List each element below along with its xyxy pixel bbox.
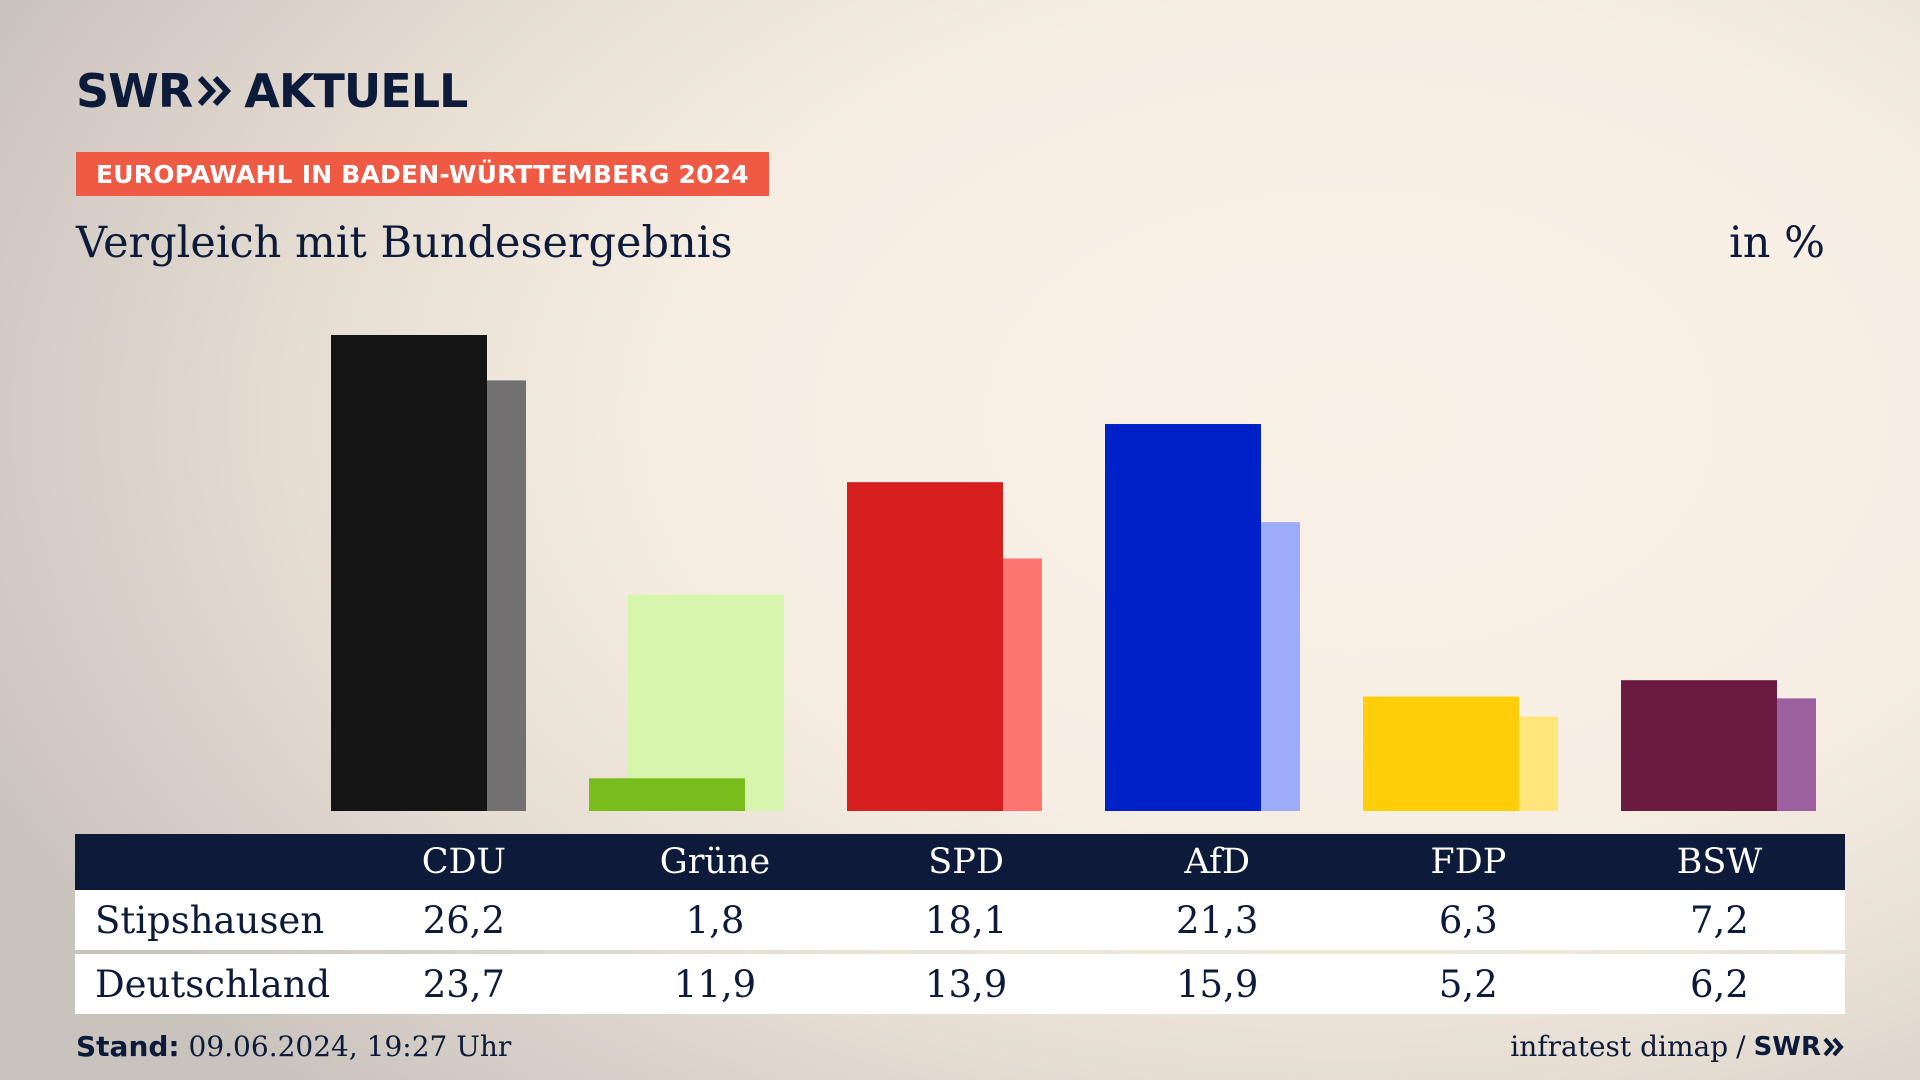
table-cell: 6,2 xyxy=(1690,962,1749,1006)
bar-stipshausen-grüne xyxy=(589,778,745,811)
table-cell: 5,2 xyxy=(1438,962,1498,1006)
stand-value: 09.06.2024, 19:27 Uhr xyxy=(188,1030,512,1063)
bar-stipshausen-afd xyxy=(1105,424,1261,811)
logo-title-text: AKTUELL xyxy=(244,64,468,118)
mini-chevron-icon xyxy=(1823,1037,1844,1056)
table-cell: 6,3 xyxy=(1438,898,1498,942)
table-row-stipshausen: Stipshausen 26,2 1,8 18,1 21,3 6,3 7,2 xyxy=(75,890,1845,950)
chart-subtitle: Vergleich mit Bundesergebnis xyxy=(76,218,733,268)
table-cell: 1,8 xyxy=(685,898,745,942)
mini-logo-text: SWR xyxy=(1753,1031,1821,1062)
source-text: infratest dimap xyxy=(1510,1030,1729,1063)
table-header: CDU Grüne SPD AfD FDP BSW xyxy=(75,834,1845,890)
bar-deutschland-grüne xyxy=(628,594,784,811)
table-cell: 18,1 xyxy=(924,898,1008,942)
header-fdp: FDP xyxy=(1430,842,1507,882)
table-row-deutschland: Deutschland 23,7 11,9 13,9 15,9 5,2 6,2 xyxy=(75,954,1845,1014)
table-cell: 15,9 xyxy=(1176,962,1259,1006)
swr-aktuell-logo: SWR AKTUELL xyxy=(76,64,468,118)
table-cell: 7,2 xyxy=(1690,898,1749,942)
logo-swr-text: SWR xyxy=(76,64,193,118)
header-bsw: BSW xyxy=(1676,842,1763,882)
bar-stipshausen-cdu xyxy=(331,335,487,811)
bar-stipshausen-bsw xyxy=(1621,680,1777,811)
table-cell: 23,7 xyxy=(422,962,506,1006)
footer-timestamp: Stand: 09.06.2024, 19:27 Uhr xyxy=(76,1030,511,1063)
row-label: Deutschland xyxy=(95,962,331,1006)
row-label: Stipshausen xyxy=(95,898,325,942)
bar-stipshausen-spd xyxy=(847,482,1003,811)
table-cell: 26,2 xyxy=(422,898,506,942)
table-cell: 21,3 xyxy=(1176,898,1259,942)
header-cdu: CDU xyxy=(421,842,507,882)
table-cell: 13,9 xyxy=(924,962,1008,1006)
header-spd: SPD xyxy=(928,842,1004,882)
source-separator: / xyxy=(1736,1030,1746,1063)
double-chevron-icon xyxy=(198,76,232,106)
kicker-label: EUROPAWAHL IN BADEN-WÜRTTEMBERG 2024 xyxy=(76,152,769,196)
header-afd: AfD xyxy=(1184,842,1251,882)
footer-source: infratest dimap / SWR xyxy=(1510,1030,1845,1063)
unit-label: in % xyxy=(1729,218,1825,268)
header-gruene: Grüne xyxy=(659,842,771,882)
results-table: CDU Grüne SPD AfD FDP BSW Stipshausen 26… xyxy=(75,834,1845,1014)
bar-chart xyxy=(331,335,1816,811)
table-cell: 11,9 xyxy=(673,962,757,1006)
swr-mini-logo: SWR xyxy=(1754,1032,1845,1062)
stand-label: Stand: xyxy=(76,1030,180,1063)
bar-stipshausen-fdp xyxy=(1363,696,1519,811)
